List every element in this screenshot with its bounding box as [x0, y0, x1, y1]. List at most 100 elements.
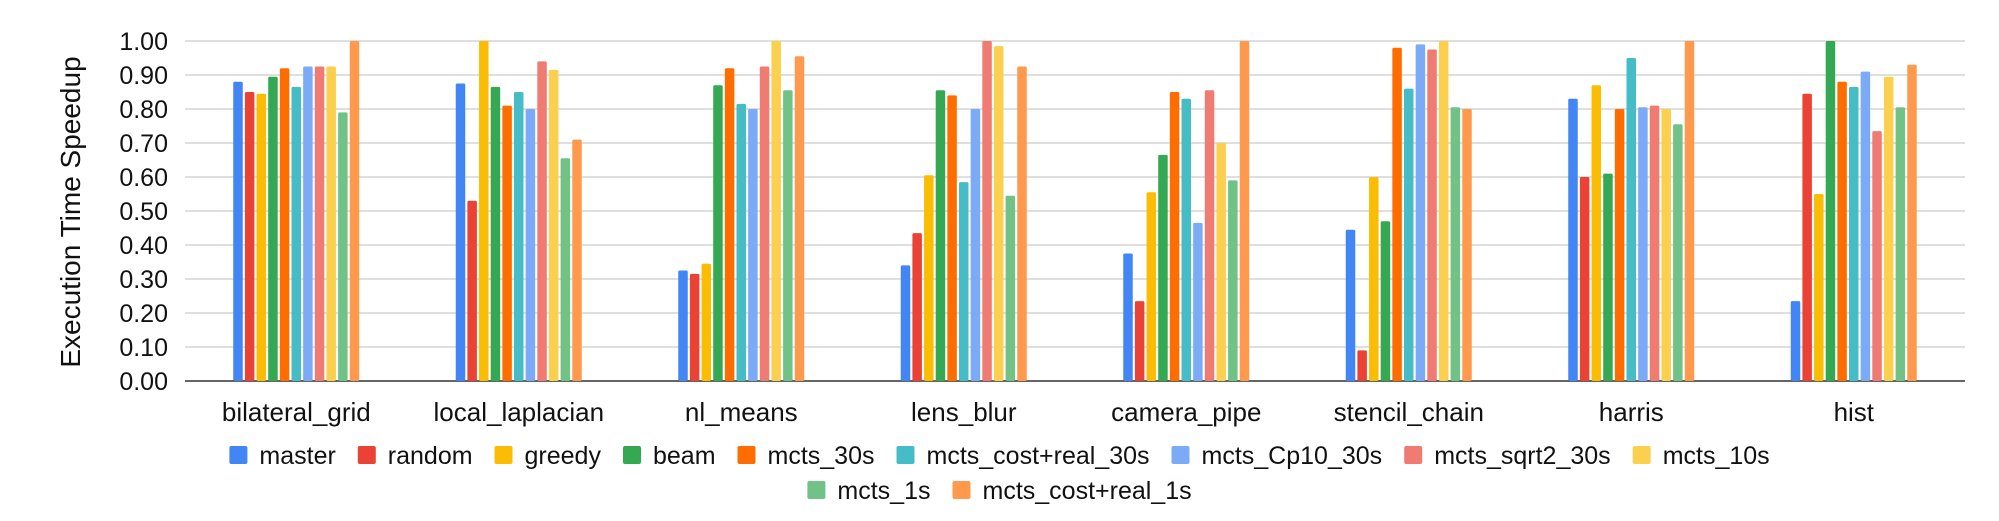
legend-label: beam [653, 442, 716, 470]
bar-random-local_laplacian [467, 200, 477, 381]
y-tick-label: 0.30 [119, 266, 168, 294]
y-tick-label: 0.40 [119, 232, 168, 260]
legend-item-mcts_Cp10_30s: mcts_Cp10_30s [1171, 442, 1383, 470]
bar-master-bilateral_grid [233, 81, 243, 382]
legend-item-beam: beam [623, 442, 716, 470]
bar-master-lens_blur [900, 265, 911, 381]
legend-label: greedy [525, 442, 602, 470]
y-tick-label: 0.00 [119, 368, 168, 396]
bar-mcts_10s-hist [1883, 76, 1894, 381]
bar-mcts_10s-harris [1661, 109, 1671, 381]
bar-greedy-lens_blur [924, 175, 934, 381]
bar-mcts_1s-harris [1673, 124, 1683, 382]
bar-mcts_cost+real_1s-hist [1907, 64, 1917, 382]
y-tick-label: 0.90 [119, 62, 168, 90]
legend-swatch [357, 446, 376, 464]
x-category-label: nl_means [685, 397, 798, 427]
bar-greedy-camera_pipe [1146, 192, 1157, 381]
bar-mcts_cost+real_1s-bilateral_grid [349, 41, 360, 381]
bar-mcts_sqrt2_30s-hist [1872, 131, 1882, 381]
bar-greedy-nl_means [701, 263, 712, 381]
y-tick-label: 0.20 [119, 300, 168, 328]
bar-mcts_30s-bilateral_grid [279, 68, 290, 381]
bar-mcts_Cp10_30s-camera_pipe [1193, 222, 1203, 381]
bars [233, 41, 1917, 382]
legend: master random greedy beam mcts_30s mcts_cost+… [229, 442, 1770, 505]
legend-item-mcts_1s: mcts_1s [807, 477, 930, 505]
x-category-label: harris [1599, 397, 1664, 427]
bar-mcts_30s-camera_pipe [1169, 92, 1180, 381]
bar-mcts_Cp10_30s-stencil_chain [1415, 44, 1426, 382]
bar-mcts_cost+real_30s-camera_pipe [1181, 98, 1191, 382]
bar-mcts_1s-hist [1895, 107, 1906, 382]
bar-random-harris [1579, 177, 1590, 381]
gridlines [185, 40, 1965, 382]
bar-mcts_cost+real_1s-camera_pipe [1239, 41, 1250, 381]
bar-beam-nl_means [713, 85, 723, 381]
legend-label: mcts_Cp10_30s [1202, 442, 1383, 470]
bar-mcts_sqrt2_30s-harris [1649, 105, 1660, 381]
legend-item-random: random [357, 442, 473, 470]
bar-mcts_Cp10_30s-lens_blur [970, 109, 981, 381]
x-category-label: hist [1834, 397, 1875, 427]
x-category-label: lens_blur [911, 397, 1017, 427]
y-tick-label: 0.10 [119, 334, 168, 362]
legend-item-greedy: greedy [494, 442, 602, 470]
bar-greedy-hist [1814, 194, 1824, 381]
bar-mcts_10s-nl_means [771, 41, 781, 381]
legend-swatch [494, 446, 513, 464]
bar-random-camera_pipe [1134, 301, 1145, 381]
bar-mcts_cost+real_30s-harris [1626, 58, 1636, 381]
bar-mcts_sqrt2_30s-nl_means [759, 66, 770, 381]
bar-mcts_cost+real_30s-lens_blur [959, 182, 969, 381]
legend-swatch [1171, 446, 1190, 464]
legend-swatch [737, 446, 756, 464]
legend-item-mcts_10s: mcts_10s [1632, 442, 1770, 470]
bar-mcts_10s-bilateral_grid [326, 66, 336, 381]
legend-swatch [896, 446, 915, 464]
bar-mcts_10s-local_laplacian [548, 69, 559, 382]
legend-label: mcts_30s [768, 442, 875, 470]
bar-mcts_cost+real_1s-lens_blur [1017, 66, 1027, 381]
legend-item-mcts_sqrt2_30s: mcts_sqrt2_30s [1404, 442, 1611, 470]
bar-mcts_sqrt2_30s-lens_blur [982, 41, 992, 381]
bar-mcts_1s-stencil_chain [1450, 107, 1461, 382]
legend-label: mcts_10s [1663, 442, 1770, 470]
y-tick-label: 0.70 [119, 130, 168, 158]
legend-item-mcts_cost+real_1s: mcts_cost+real_1s [952, 477, 1192, 505]
bar-mcts_30s-stencil_chain [1392, 47, 1402, 382]
bar-mcts_10s-stencil_chain [1438, 41, 1449, 381]
bar-mcts_cost+real_30s-bilateral_grid [291, 86, 301, 382]
x-category-label: stencil_chain [1334, 397, 1484, 427]
bar-beam-local_laplacian [490, 86, 501, 382]
y-tick-label: 1.00 [119, 28, 168, 56]
legend-swatch [623, 446, 641, 464]
bar-master-camera_pipe [1123, 253, 1133, 381]
bar-random-nl_means [689, 273, 700, 381]
bar-mcts_10s-camera_pipe [1216, 143, 1226, 381]
bar-beam-stencil_chain [1380, 221, 1391, 381]
bar-mcts_cost+real_1s-stencil_chain [1462, 109, 1472, 381]
legend-swatch [229, 446, 248, 464]
bar-random-stencil_chain [1357, 350, 1367, 381]
bar-mcts_Cp10_30s-hist [1860, 71, 1871, 381]
bar-mcts_30s-harris [1614, 109, 1625, 381]
bar-mcts_10s-lens_blur [993, 46, 1004, 381]
bar-mcts_Cp10_30s-bilateral_grid [303, 66, 313, 381]
bar-master-hist [1790, 301, 1801, 381]
legend-item-master: master [229, 442, 336, 470]
y-axis-title: Execution Time Speedup [55, 56, 86, 367]
bar-mcts_30s-lens_blur [947, 95, 957, 382]
bar-mcts_cost+real_30s-nl_means [736, 103, 746, 382]
bar-mcts_30s-local_laplacian [502, 105, 512, 381]
bar-random-bilateral_grid [244, 92, 255, 381]
bar-mcts_Cp10_30s-nl_means [748, 109, 758, 381]
legend-swatch [807, 481, 826, 499]
bar-mcts_cost+real_30s-stencil_chain [1404, 88, 1414, 381]
bar-random-lens_blur [912, 233, 922, 381]
bar-mcts_1s-bilateral_grid [338, 112, 348, 382]
legend-label: random [388, 442, 473, 470]
legend-item-mcts_cost+real_30s: mcts_cost+real_30s [896, 442, 1150, 470]
legend-label: mcts_sqrt2_30s [1434, 442, 1610, 470]
